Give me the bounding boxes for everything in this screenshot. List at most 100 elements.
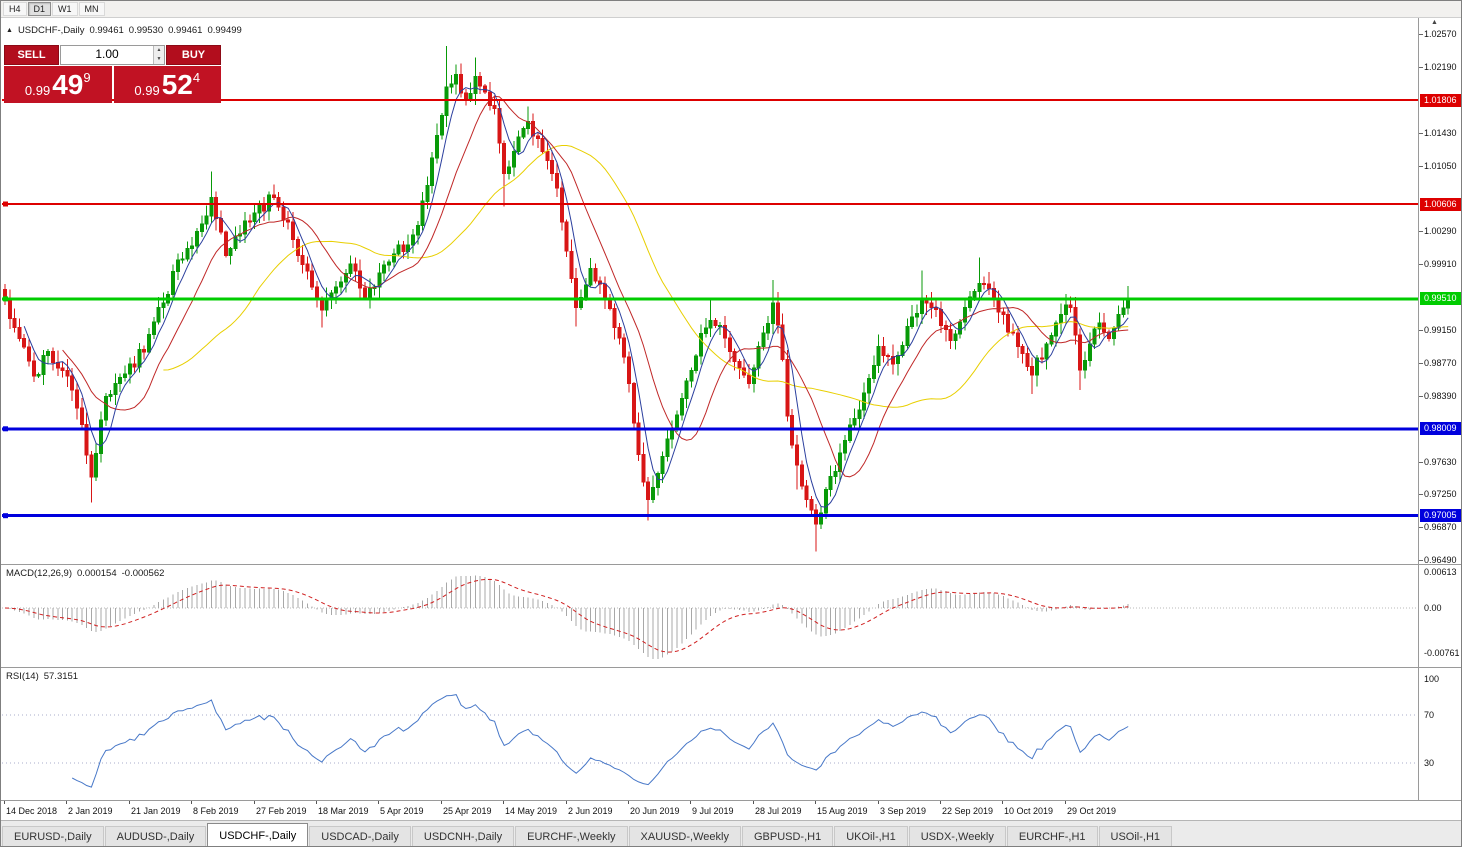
date-axis-label: 8 Feb 2019 (193, 806, 239, 816)
tab-xauusd-weekly[interactable]: XAUUSD-,Weekly (628, 826, 741, 846)
sell-price-button[interactable]: 0.99 49 9 (4, 66, 112, 103)
macd-panel-canvas[interactable] (2, 565, 1418, 667)
ohlc-open: 0.99461 (89, 25, 124, 36)
main-chart-canvas[interactable] (2, 18, 1418, 564)
buy-price-button[interactable]: 0.99 52 4 (113, 66, 221, 103)
price-axis-tick (1419, 560, 1423, 561)
time-axis[interactable]: 14 Dec 2018 2 Jan 2019 21 Jan 2019 8 Feb 20… (1, 801, 1461, 820)
date-axis-label: 3 Sep 2019 (880, 806, 927, 816)
rsi-name: RSI(14) (6, 671, 39, 682)
buy-price-big: 52 (161, 68, 193, 100)
price-axis-tick (1419, 363, 1423, 364)
date-axis-label: 2 Jan 2019 (68, 806, 113, 816)
buy-price-sup: 4 (192, 70, 201, 85)
price-line-tag[interactable]: 0.97005 (1420, 509, 1461, 522)
tab-gbpusd-h1[interactable]: GBPUSD-,H1 (741, 826, 834, 846)
sell-price-big: 49 (52, 68, 84, 100)
tab-eurusd-daily[interactable]: EURUSD-,Daily (2, 826, 104, 846)
date-axis-label: 2 Jun 2019 (568, 806, 613, 816)
tab-usdchf-daily[interactable]: USDCHF-,Daily (207, 823, 309, 846)
panel-splitter[interactable] (1, 564, 1461, 565)
time-axis-tick (1065, 801, 1066, 804)
ohlc-high: 0.99530 (128, 25, 164, 36)
tab-usdcad-daily[interactable]: USDCAD-,Daily (309, 826, 411, 846)
price-line-tag[interactable]: 0.98009 (1420, 422, 1461, 435)
time-axis-tick (690, 801, 691, 804)
date-axis-label: 5 Apr 2019 (380, 806, 424, 816)
price-axis-tick (1419, 67, 1423, 68)
time-axis-tick (441, 801, 442, 804)
macd-axis-label: 0.00613 (1424, 567, 1457, 577)
price-axis-label: 0.97250 (1424, 489, 1457, 499)
rsi-value: 57.3151 (43, 671, 79, 682)
one-click-toggle-icon[interactable]: ▲ (6, 27, 13, 34)
price-axis-label: 1.02570 (1424, 29, 1457, 39)
time-axis-tick (191, 801, 192, 804)
timeframe-button-d1[interactable]: D1 (27, 2, 52, 16)
macd-name: MACD(12,26,9) (6, 568, 72, 579)
macd-signal-value: -0.000562 (121, 568, 165, 579)
ohlc-close: 0.99499 (207, 25, 242, 36)
volume-field[interactable]: 1.00 ▲ ▼ (60, 45, 165, 65)
buy-button[interactable]: BUY (166, 45, 221, 65)
chart-tab-bar: EURUSD-,Daily AUDUSD-,Daily USDCHF-,Daily U… (1, 820, 1461, 846)
date-axis-label: 28 Jul 2019 (755, 806, 802, 816)
price-line-tag[interactable]: 1.01806 (1420, 94, 1461, 107)
sell-button[interactable]: SELL (4, 45, 59, 65)
tab-usoil-h1[interactable]: USOil-,H1 (1098, 826, 1173, 846)
price-axis-label: 1.01430 (1424, 128, 1457, 138)
tab-usdx-weekly[interactable]: USDX-,Weekly (908, 826, 1006, 846)
tab-eurchf-weekly[interactable]: EURCHF-,Weekly (515, 826, 628, 846)
time-axis-tick (628, 801, 629, 804)
price-line-tag[interactable]: 0.99510 (1420, 292, 1461, 305)
date-axis-label: 29 Oct 2019 (1067, 806, 1117, 816)
panel-splitter[interactable] (1, 800, 1461, 801)
time-axis-tick (566, 801, 567, 804)
macd-indicator-label: MACD(12,26,9) 0.000154 -0.000562 (6, 568, 164, 579)
rsi-axis-label: 30 (1424, 758, 1435, 768)
tab-ukoil-h1[interactable]: UKOil-,H1 (834, 826, 908, 846)
price-axis-tick (1419, 231, 1423, 232)
volume-spinner: ▲ ▼ (153, 46, 164, 64)
rsi-indicator-label: RSI(14) 57.3151 (6, 671, 78, 682)
ohlc-low: 0.99461 (168, 25, 203, 36)
tab-audusd-daily[interactable]: AUDUSD-,Daily (104, 826, 207, 846)
date-axis-label: 14 Dec 2018 (6, 806, 58, 816)
rsi-panel-canvas[interactable] (2, 668, 1418, 800)
time-axis-tick (378, 801, 379, 804)
price-axis-label: 0.99910 (1424, 259, 1457, 269)
timeframe-button-h4[interactable]: H4 (3, 2, 27, 16)
price-axis-label: 1.01050 (1424, 161, 1457, 171)
volume-down-icon[interactable]: ▼ (154, 55, 164, 64)
price-line-tag[interactable]: 1.00606 (1420, 198, 1461, 211)
timeframe-button-w1[interactable]: W1 (52, 2, 78, 16)
date-axis-label: 27 Feb 2019 (256, 806, 307, 816)
volume-up-icon[interactable]: ▲ (154, 46, 164, 55)
tab-usdcnh-daily[interactable]: USDCNH-,Daily (411, 826, 515, 846)
chart-corner-arrow-icon[interactable]: ▲ (1431, 19, 1438, 26)
panel-splitter[interactable] (1, 667, 1461, 668)
price-axis-label: 0.96870 (1424, 522, 1457, 532)
chart-title-bar: ▲ USDCHF-,Daily 0.99461 0.99530 0.99461 … (6, 25, 242, 36)
tab-eurchf-h1[interactable]: EURCHF-,H1 (1006, 826, 1098, 846)
macd-axis-label: -0.00761 (1424, 648, 1460, 658)
date-axis-label: 21 Jan 2019 (131, 806, 181, 816)
chart-symbol-title: USDCHF-,Daily (17, 25, 85, 36)
volume-value[interactable]: 1.00 (95, 47, 119, 61)
time-axis-tick (66, 801, 67, 804)
price-axis-tick (1419, 264, 1423, 265)
price-axis-label: 1.02190 (1424, 62, 1457, 72)
date-axis-label: 22 Sep 2019 (942, 806, 994, 816)
price-axis[interactable]: 1.02570 1.02190 1.01430 1.01050 1.00290 0.999… (1418, 18, 1461, 800)
timeframe-toolbar: H4 D1 W1 MN (1, 1, 1461, 18)
rsi-axis-label: 70 (1424, 710, 1435, 720)
time-axis-tick (815, 801, 816, 804)
price-axis-tick (1419, 527, 1423, 528)
date-axis-label: 25 Apr 2019 (443, 806, 492, 816)
price-axis-tick (1419, 462, 1423, 463)
price-axis-tick (1419, 396, 1423, 397)
timeframe-button-mn[interactable]: MN (78, 2, 105, 16)
price-axis-label: 0.99150 (1424, 325, 1457, 335)
time-axis-tick (753, 801, 754, 804)
